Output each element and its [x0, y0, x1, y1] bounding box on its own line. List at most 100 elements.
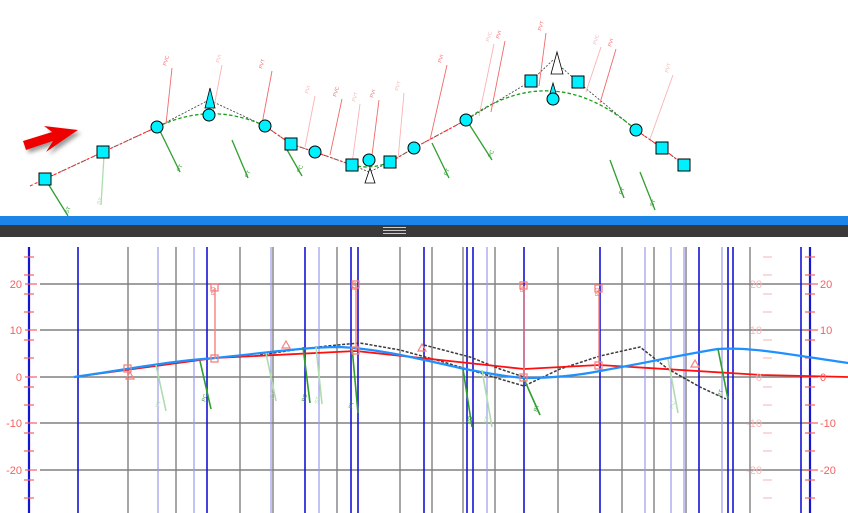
profile-pvi-label: PVI	[211, 287, 217, 295]
profile-curve-point-label: PT	[348, 400, 356, 409]
plan-alignment-tangent[interactable]	[29, 126, 158, 187]
profile-curve-point-label: ST	[483, 415, 491, 424]
grip-line	[383, 233, 406, 234]
profile-curve-point-label: PC	[466, 415, 474, 424]
profile-pvi-markers[interactable]	[123, 280, 603, 382]
splitter-shadow-band	[0, 225, 848, 237]
right-axis-tick-label: -10	[820, 418, 836, 430]
plan-offset-label: PT	[618, 186, 627, 195]
pi-grip[interactable]	[383, 155, 397, 169]
pi-grip[interactable]	[655, 141, 669, 155]
view-splitter-bar[interactable]	[0, 216, 848, 225]
left-axis-tick-label: 20	[10, 279, 22, 291]
right-inner-axis-tick-label: 0	[756, 372, 762, 384]
profile-pvi-leaders	[214, 285, 600, 378]
plan-grip-layer[interactable]	[38, 74, 691, 186]
right-inner-axis-tick-label: -10	[746, 418, 762, 430]
curve-grip[interactable]	[308, 145, 322, 159]
pi-grip[interactable]	[571, 75, 585, 89]
grip-line	[383, 230, 406, 231]
profile-curve-point-leaders	[155, 346, 729, 428]
pi-grip[interactable]	[38, 172, 52, 186]
plan-station-label: PVT	[664, 63, 673, 74]
left-axis-tick-label: 0	[16, 372, 22, 384]
plan-direction-triangle	[364, 166, 376, 184]
profile-curve-point-label: PT	[269, 390, 277, 399]
profile-viewport[interactable]: 20 10 0 -10 -20 20 10 0 -10 -20 20 10 0 -10 -20 PVI PVI…	[0, 237, 848, 513]
plan-station-label: PVC	[332, 86, 341, 98]
right-inner-axis-tick-label: 20	[750, 279, 762, 291]
plan-alignment-tangent[interactable]	[264, 125, 353, 166]
right-inner-axis-tick-label: 10	[750, 325, 762, 337]
right-inner-axis-ticks	[763, 256, 772, 499]
profile-pvi-label: PVI	[595, 288, 601, 296]
plan-station-label: PVT	[351, 92, 360, 103]
plan-station-label: PVI	[495, 30, 503, 40]
curve-grip[interactable]	[258, 119, 272, 133]
plan-viewport[interactable]: PVC PVI PVT PVI PVC PVT PVI PVT PVI PVC PVI PVT PVC P…	[0, 0, 848, 216]
right-axis-tick-label: -20	[820, 465, 836, 477]
profile-curve-point-label: ST	[314, 395, 322, 404]
plan-offset-leaders	[46, 123, 656, 216]
profile-curve-point-label: PT	[717, 388, 725, 397]
plan-alignment-curve[interactable]	[156, 113, 266, 128]
profile-label-layer: PVI PVI PVI PVI PT PC PT PC ST PT PC ST PT PC PT	[155, 282, 725, 425]
plan-station-label: PVI	[369, 89, 377, 99]
pi-grip[interactable]	[345, 158, 359, 172]
pi-grip[interactable]	[96, 145, 110, 159]
curve-grip[interactable]	[362, 153, 376, 167]
plan-station-label: PVT	[394, 81, 403, 92]
plan-station-label: PVI	[304, 85, 312, 95]
plan-station-label: PVI	[215, 54, 223, 64]
plan-offset-label: ST	[64, 205, 73, 214]
profile-existing-ground	[423, 344, 525, 378]
profile-curve-point-label: PC	[669, 400, 677, 409]
plan-station-label: PVC	[485, 31, 494, 43]
profile-curve-point-label: PT	[533, 403, 541, 412]
plan-station-label: PVT	[537, 21, 546, 32]
plan-station-label: PVI	[437, 54, 445, 64]
plan-offset-label: ST	[96, 196, 105, 205]
plan-offset-label: PC	[296, 164, 305, 173]
pi-grip[interactable]	[677, 158, 691, 172]
plan-station-label: PVT	[258, 59, 267, 70]
plan-station-leaders	[165, 32, 674, 165]
plan-direction-triangle	[204, 87, 216, 109]
profile-existing-ground	[259, 342, 727, 400]
profile-pvi-label: PVI	[520, 284, 526, 292]
splitter-drag-handle[interactable]	[383, 227, 406, 234]
curve-grip[interactable]	[150, 120, 164, 134]
pi-grip[interactable]	[284, 137, 298, 151]
left-axis-tick-label: 10	[10, 325, 22, 337]
plan-station-label: PVC	[592, 34, 601, 46]
curve-grip[interactable]	[202, 108, 216, 122]
plan-direction-triangle	[550, 50, 564, 75]
curve-grip[interactable]	[407, 141, 421, 155]
profile-vertical-gridlines	[127, 247, 751, 513]
grip-line	[383, 227, 406, 228]
plan-offset-label: PC	[487, 149, 496, 158]
pi-grip[interactable]	[524, 74, 538, 88]
profile-curve-point-label: PT	[155, 399, 163, 408]
plan-offset-label: ST	[649, 198, 658, 207]
plan-offset-label: PT	[244, 169, 253, 178]
curve-grip[interactable]	[546, 92, 560, 106]
selection-arrow-icon	[23, 126, 78, 152]
profile-station-gridlines-major	[77, 247, 802, 513]
profile-station-gridlines-minor	[157, 247, 723, 513]
profile-pvi-label: PVI	[352, 282, 358, 290]
plan-offset-label: PT	[443, 167, 452, 176]
profile-curve-point-label: PC	[301, 393, 309, 402]
profile-axis-number-layer: 20 10 0 -10 -20 20 10 0 -10 -20 20 10 0 -10 -20	[6, 279, 836, 477]
right-inner-axis-tick-label: -20	[746, 465, 762, 477]
profile-horizontal-gridlines	[40, 283, 810, 471]
right-axis-tick-label: 20	[820, 279, 832, 291]
plan-offset-label: PT	[176, 163, 185, 172]
profile-ground-markers	[124, 339, 701, 380]
curve-grip[interactable]	[629, 123, 643, 137]
curve-grip[interactable]	[459, 113, 473, 127]
